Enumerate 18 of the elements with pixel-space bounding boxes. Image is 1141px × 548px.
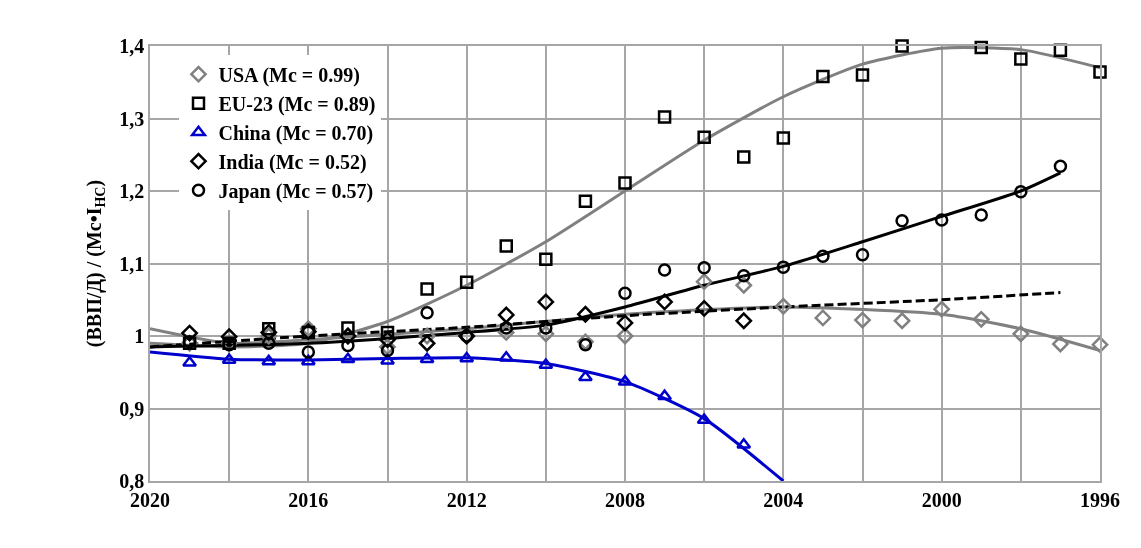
legend-label: India (Mc = 0.52) xyxy=(218,151,367,174)
x-tick-label: 2008 xyxy=(605,488,645,511)
x-tick-label: 2012 xyxy=(446,488,487,511)
legend-label: EU-23 (Mc = 0.89) xyxy=(218,93,376,116)
y-tick-label: 1,4 xyxy=(119,35,145,57)
legend-label: China (Mc = 0.70) xyxy=(218,122,374,145)
y-tick-label: 1 xyxy=(134,325,145,347)
x-tick-label: 1996 xyxy=(1080,488,1120,511)
y-tick-label: 1,2 xyxy=(119,180,145,202)
y-tick-label: 1,3 xyxy=(119,107,145,130)
legend-label: USA (Mc = 0.99) xyxy=(218,64,360,87)
y-tick-label: 0,8 xyxy=(119,470,145,492)
y-tick-label: 0,9 xyxy=(119,397,145,420)
x-tick-label: 2004 xyxy=(763,488,804,511)
x-tick-label: 2000 xyxy=(921,488,962,511)
y-tick-label: 1,1 xyxy=(119,252,145,275)
legend-label: Japan (Mc = 0.57) xyxy=(218,180,374,203)
x-tick-label: 2016 xyxy=(288,488,329,511)
